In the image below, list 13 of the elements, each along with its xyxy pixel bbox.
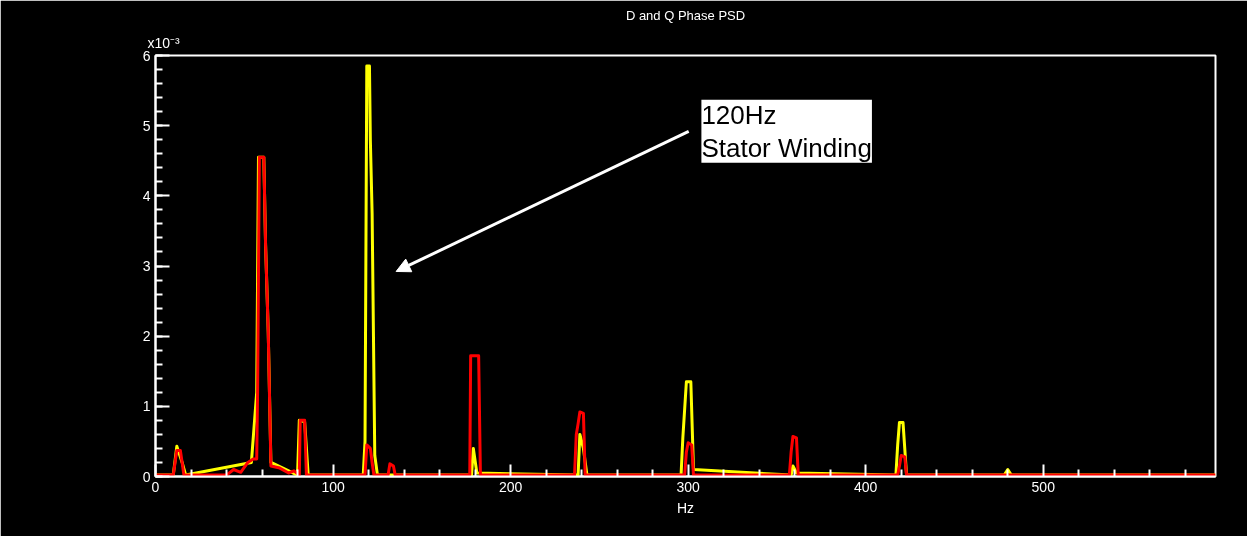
- x-tick-label: 400: [854, 478, 878, 495]
- chart-title: D and Q Phase PSD: [625, 7, 746, 23]
- x-tick-label: 300: [676, 478, 701, 495]
- x-tick-label: 500: [1031, 478, 1056, 495]
- annotation: 120Hz Stator Winding: [701, 99, 872, 163]
- x-tick-label: 200: [498, 478, 523, 495]
- y-tick-label: 3: [142, 258, 151, 274]
- y-tick-label: 4: [142, 187, 151, 204]
- y-tick-label: 2: [142, 328, 151, 345]
- y-tick-label: 5: [142, 117, 151, 134]
- x-axis-title: Hz: [676, 499, 695, 516]
- y-tick-label: 1: [142, 398, 151, 415]
- x-tick-label: 100: [321, 478, 345, 495]
